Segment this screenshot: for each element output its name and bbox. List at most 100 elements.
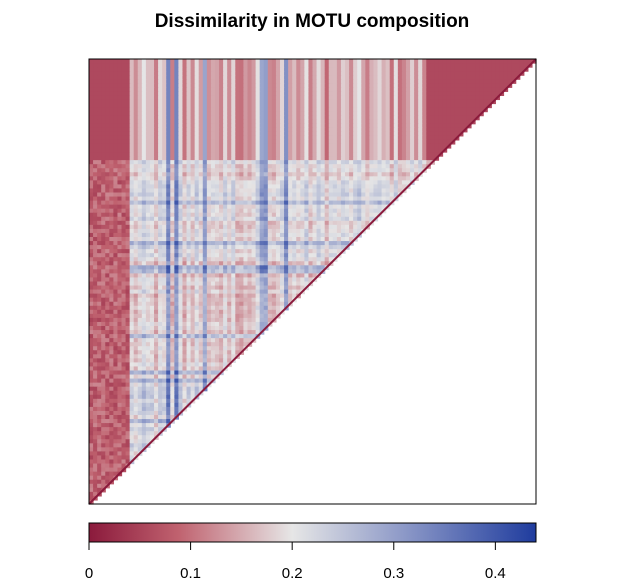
heatmap-cell xyxy=(198,71,204,76)
heatmap-cell xyxy=(93,293,98,299)
heatmap-cell xyxy=(397,75,403,80)
heatmap-cell xyxy=(292,204,297,210)
heatmap-cell xyxy=(170,228,175,234)
heatmap-cell xyxy=(332,127,338,133)
heatmap-cell xyxy=(381,131,387,137)
heatmap-cell xyxy=(255,176,261,181)
heatmap-cell xyxy=(198,180,204,186)
heatmap-cell xyxy=(202,127,208,133)
heatmap-cell xyxy=(190,237,196,242)
heatmap-cell xyxy=(336,164,342,169)
heatmap-cell xyxy=(312,212,318,218)
heatmap-cell xyxy=(397,168,403,173)
heatmap-cell xyxy=(446,123,452,129)
heatmap-cell xyxy=(483,79,488,84)
heatmap-cell xyxy=(162,67,167,72)
heatmap-cell xyxy=(393,143,399,149)
heatmap-cell xyxy=(214,192,220,198)
heatmap-cell xyxy=(223,184,228,190)
heatmap-cell xyxy=(101,204,106,210)
heatmap-cell xyxy=(284,289,289,295)
heatmap-cell xyxy=(227,257,232,262)
heatmap-cell xyxy=(109,152,114,157)
heatmap-cell xyxy=(219,289,224,295)
heatmap-cell xyxy=(466,71,472,76)
heatmap-cell xyxy=(137,123,143,129)
heatmap-cell xyxy=(320,87,326,92)
heatmap-cell xyxy=(312,107,318,113)
heatmap-cell xyxy=(93,135,98,141)
heatmap-cell xyxy=(97,143,102,149)
heatmap-cell xyxy=(145,119,151,125)
heatmap-cell xyxy=(422,139,427,145)
heatmap-cell xyxy=(105,164,110,169)
heatmap-cell xyxy=(304,220,310,226)
heatmap-cell xyxy=(300,131,305,137)
heatmap-cell xyxy=(288,289,293,295)
heatmap-cell xyxy=(430,71,436,76)
heatmap-cell xyxy=(328,180,334,186)
heatmap-cell xyxy=(231,99,236,105)
heatmap-cell xyxy=(361,204,366,210)
heatmap-cell xyxy=(340,139,346,145)
heatmap-cell xyxy=(458,103,464,109)
heatmap-cell xyxy=(133,285,139,291)
heatmap-cell xyxy=(93,232,98,238)
heatmap-cell xyxy=(349,184,354,190)
heatmap-cell xyxy=(271,212,277,218)
heatmap-cell xyxy=(214,253,220,258)
heatmap-cell xyxy=(239,131,245,137)
heatmap-cell xyxy=(296,123,301,129)
heatmap-cell xyxy=(255,152,261,157)
heatmap-cell xyxy=(397,143,403,149)
heatmap-cell xyxy=(422,99,427,105)
heatmap-cell xyxy=(227,281,232,287)
heatmap-cell xyxy=(174,309,179,315)
heatmap-cell xyxy=(210,216,216,222)
heatmap-cell xyxy=(292,180,297,186)
heatmap-cell xyxy=(324,200,330,206)
heatmap-cell xyxy=(101,232,106,238)
heatmap-cell xyxy=(320,67,326,72)
heatmap-cell xyxy=(454,59,460,64)
heatmap-cell xyxy=(336,79,342,84)
heatmap-cell xyxy=(129,269,135,275)
heatmap-cell xyxy=(219,127,224,133)
heatmap-cell xyxy=(393,123,399,129)
heatmap-cell xyxy=(296,192,301,198)
heatmap-cell xyxy=(320,180,326,186)
heatmap-cell xyxy=(223,293,228,299)
heatmap-cell xyxy=(182,241,188,246)
heatmap-cell xyxy=(97,91,102,97)
heatmap-cell xyxy=(231,71,236,76)
heatmap-cell xyxy=(125,261,131,266)
heatmap-cell xyxy=(194,152,200,157)
heatmap-cell xyxy=(105,200,110,206)
heatmap-cell xyxy=(186,232,192,238)
heatmap-cell xyxy=(186,143,192,149)
heatmap-cell xyxy=(235,309,240,315)
heatmap-cell xyxy=(158,168,163,173)
heatmap-cell xyxy=(397,188,403,194)
heatmap-cell xyxy=(328,103,334,109)
heatmap-cell xyxy=(340,95,346,101)
heatmap-cell xyxy=(235,115,240,121)
heatmap-cell xyxy=(182,67,188,72)
heatmap-cell xyxy=(284,123,289,129)
heatmap-cell xyxy=(89,192,94,198)
heatmap-cell xyxy=(117,172,123,177)
heatmap-cell xyxy=(345,152,350,157)
heatmap-cell xyxy=(194,309,200,315)
heatmap-cell xyxy=(133,115,139,121)
heatmap-cell xyxy=(194,168,200,173)
heatmap-cell xyxy=(97,99,102,105)
heatmap-cell xyxy=(243,200,249,206)
heatmap-cell xyxy=(389,172,395,177)
heatmap-cell xyxy=(389,188,395,194)
heatmap-cell xyxy=(93,160,98,165)
heatmap-cell xyxy=(154,184,159,190)
heatmap-cell xyxy=(397,63,403,68)
heatmap-cell xyxy=(275,200,281,206)
heatmap-cell xyxy=(89,188,94,194)
heatmap-cell xyxy=(162,305,167,311)
